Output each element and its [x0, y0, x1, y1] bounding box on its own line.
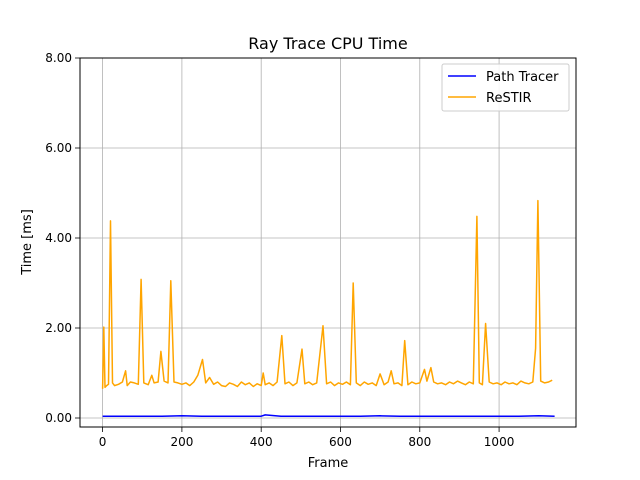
series-layer — [101, 199, 555, 417]
legend: Path Tracer ReSTIR — [441, 63, 570, 112]
x-tick-label: 200 — [170, 435, 193, 449]
chart-title: Ray Trace CPU Time — [248, 34, 407, 53]
y-tick-label: 4.00 — [45, 231, 72, 245]
y-axis-label: Time [ms] — [20, 209, 35, 276]
y-tick-label: 8.00 — [45, 51, 72, 65]
x-tick-label: 400 — [250, 435, 273, 449]
x-tick-label: 1000 — [484, 435, 515, 449]
series-line-restir — [101, 199, 553, 389]
x-axis-label: Frame — [308, 456, 349, 471]
x-tick-label: 600 — [329, 435, 352, 449]
legend-label-restir: ReSTIR — [486, 91, 532, 106]
x-tick-label: 800 — [408, 435, 431, 449]
y-tick-label: 2.00 — [45, 321, 72, 335]
series-line-path-tracer — [102, 414, 555, 417]
plot-area-frame — [79, 57, 577, 428]
y-tick-label: 0.00 — [45, 411, 72, 425]
y-axis: 0.00 2.00 4.00 6.00 8.00 — [45, 51, 80, 425]
x-tick-label: 0 — [99, 435, 107, 449]
y-tick-label: 6.00 — [45, 141, 72, 155]
x-axis: 0 200 400 600 800 1000 — [99, 427, 515, 449]
legend-label-path-tracer: Path Tracer — [486, 70, 559, 85]
